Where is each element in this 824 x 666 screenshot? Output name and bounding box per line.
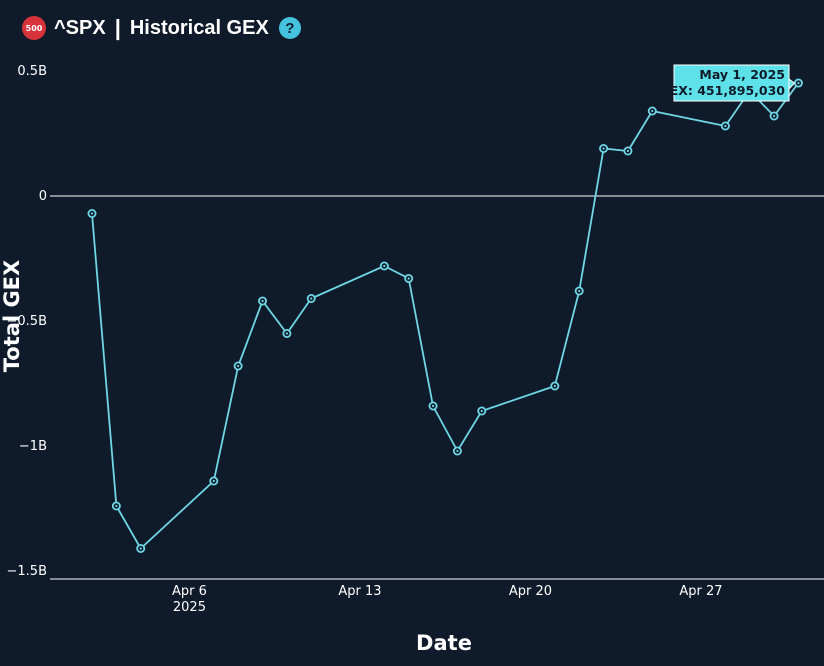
y-axis-title: Total GEX [0,260,24,372]
chart-title: Historical GEX [129,16,269,39]
data-point-center [90,212,94,215]
x-tick-label: Apr 13 [338,584,381,599]
y-tick-label: 0 [39,189,47,204]
data-point-center [237,364,240,368]
data-point-center [310,297,313,300]
x-tick-sublabel: 2025 [173,600,206,615]
tooltip-date: May 1, 2025 [699,67,785,82]
data-point-center [115,504,118,508]
tooltip-pointer [788,78,796,91]
data-point-center [139,547,142,550]
data-point-center [261,299,264,303]
data-point-center [626,149,630,153]
data-point-center [797,81,800,85]
help-icon[interactable]: ? [278,17,301,39]
data-point-center [285,332,288,335]
y-axis: 0.5B 0 −0.5B −1B −1.5B [7,64,48,579]
y-tick-label: −1.5B [7,564,48,579]
data-point-center [578,289,581,293]
tooltip-value: GEX: 451,895,030 [659,83,785,98]
data-point-center [553,384,556,388]
y-tick-label: 0.5B [17,64,47,79]
data-point-center [383,264,386,268]
data-point-center [407,277,410,280]
ticker-title: ^SPX [54,16,106,39]
x-tick-label: Apr 20 [509,584,552,599]
chart-header: 500 ^SPX | Historical GEX ? [22,14,301,42]
x-tick-label: Apr 27 [679,584,722,599]
data-point-center [480,409,483,413]
x-axis-title: Date [416,631,472,655]
title-separator: | [114,15,121,40]
gex-series-line [91,82,800,550]
data-point-center [602,147,605,150]
y-tick-label: −1B [19,439,47,454]
data-point-center [431,404,435,408]
x-tick-label: Apr 6 [172,584,207,599]
tooltip-box [673,64,790,102]
gex-data-points [87,78,803,554]
data-point-center [724,124,727,128]
data-point-center [212,479,215,483]
hover-tooltip: May 1, 2025 GEX: 451,895,030 [659,64,796,102]
y-tick-label: −0.5B [7,314,48,329]
data-point-center [456,449,459,453]
sp500-badge-icon: 500 [22,16,46,40]
data-point-center [651,109,654,113]
data-point-center [772,114,776,118]
